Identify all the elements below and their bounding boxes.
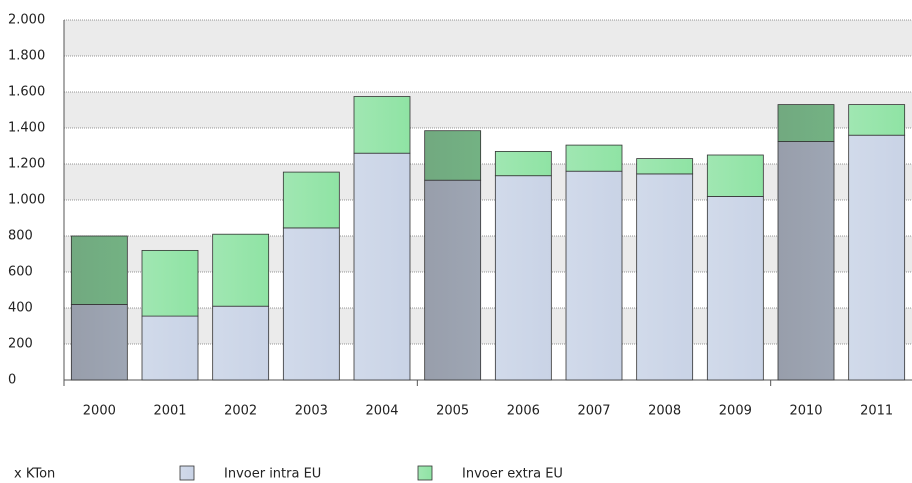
bar bbox=[706, 195, 764, 381]
bar bbox=[848, 104, 906, 136]
plot-band bbox=[64, 20, 912, 56]
bar bbox=[706, 154, 764, 197]
bar bbox=[636, 158, 694, 175]
y-tick-label: 1.600 bbox=[8, 85, 45, 100]
y-tick-label: 1.400 bbox=[8, 121, 45, 136]
bar bbox=[636, 173, 694, 381]
x-tick-label: 2006 bbox=[507, 404, 540, 419]
bar bbox=[141, 249, 199, 317]
x-tick-label: 2007 bbox=[577, 404, 610, 419]
bar bbox=[212, 233, 270, 307]
bar bbox=[70, 303, 128, 381]
bar bbox=[424, 130, 482, 181]
bar bbox=[777, 141, 835, 381]
x-tick-label: 2005 bbox=[436, 404, 469, 419]
x-tick-label: 2002 bbox=[224, 404, 257, 419]
x-tick-label: 2000 bbox=[83, 404, 116, 419]
legend-label: Invoer extra EU bbox=[462, 467, 563, 482]
y-tick-label: 200 bbox=[8, 337, 33, 352]
y-tick-label: 1.200 bbox=[8, 157, 45, 172]
y-tick-label: 2.000 bbox=[8, 13, 45, 28]
x-tick-label: 2011 bbox=[860, 404, 893, 419]
y-tick-label: 400 bbox=[8, 301, 33, 316]
legend-swatch bbox=[179, 465, 195, 481]
bar bbox=[353, 96, 411, 154]
bar bbox=[848, 134, 906, 381]
plot-band bbox=[64, 164, 912, 200]
x-tick-label: 2010 bbox=[789, 404, 822, 419]
x-tick-label: 2009 bbox=[719, 404, 752, 419]
y-tick-label: 1.800 bbox=[8, 49, 45, 64]
bar bbox=[565, 170, 623, 381]
bar bbox=[212, 305, 270, 381]
bar bbox=[494, 150, 552, 177]
x-tick-label: 2008 bbox=[648, 404, 681, 419]
bar bbox=[424, 179, 482, 381]
plot-band bbox=[64, 92, 912, 128]
bar bbox=[282, 227, 340, 381]
x-tick-label: 2003 bbox=[295, 404, 328, 419]
bar bbox=[353, 152, 411, 381]
x-tick-label: 2001 bbox=[153, 404, 186, 419]
bar bbox=[494, 175, 552, 381]
legend-label: Invoer intra EU bbox=[224, 467, 321, 482]
plot-band bbox=[64, 308, 912, 344]
bar bbox=[565, 144, 623, 172]
unit-label: x KTon bbox=[14, 467, 55, 482]
bar bbox=[141, 315, 199, 381]
legend-swatch bbox=[417, 465, 433, 481]
y-tick-label: 600 bbox=[8, 265, 33, 280]
y-tick-label: 1.000 bbox=[8, 193, 45, 208]
bar bbox=[282, 171, 340, 229]
plot-band bbox=[64, 236, 912, 272]
bar bbox=[70, 235, 128, 305]
x-tick-label: 2004 bbox=[365, 404, 398, 419]
y-tick-label: 800 bbox=[8, 229, 33, 244]
y-tick-label: 0 bbox=[8, 373, 16, 388]
bar bbox=[777, 104, 835, 142]
